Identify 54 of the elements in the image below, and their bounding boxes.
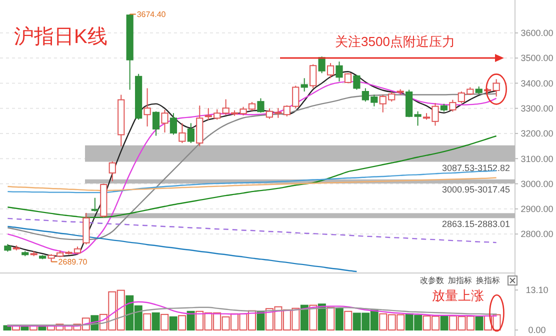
candlestick [318, 56, 326, 74]
y-tick-label: 2800.00 [520, 229, 554, 240]
candlestick [449, 99, 456, 112]
bar [256, 311, 265, 330]
bar [178, 315, 186, 330]
y-tick-label: 3400.00 [520, 78, 554, 88]
bar [475, 316, 484, 330]
y-tick-label: 13.10 [526, 285, 548, 296]
candlestick [144, 88, 151, 127]
bar [344, 310, 352, 330]
candlestick [310, 64, 317, 89]
annotation: 2689.70 [58, 258, 88, 267]
candlestick [161, 109, 168, 133]
candlestick [152, 110, 160, 136]
bar [186, 310, 195, 330]
y-tick-label: 3500.00 [520, 53, 554, 64]
text: 加指标 [448, 276, 472, 285]
candlestick [492, 78, 500, 98]
candlestick [257, 98, 264, 114]
candlestick [170, 112, 178, 136]
line-series [7, 226, 358, 272]
bar [326, 306, 335, 330]
band-label: 3000.95-3017.45 [442, 184, 510, 195]
candlestick [178, 122, 186, 144]
bar [160, 314, 169, 330]
candlestick [326, 62, 334, 79]
candlestick [353, 74, 360, 90]
y-tick-label: 3200.00 [520, 128, 554, 139]
candlestick [108, 160, 116, 182]
candlestick [187, 122, 194, 144]
text: 沪指日K线 [14, 25, 108, 48]
candlestick [300, 78, 308, 92]
annotation: 放量上涨 [432, 288, 484, 303]
band-label: 2863.15-2883.01 [442, 219, 510, 230]
y-tick-label: 2900.00 [520, 204, 554, 214]
bar [440, 316, 448, 330]
bar [143, 313, 152, 330]
bar [152, 312, 160, 330]
annotation: 3674.40 [136, 10, 166, 20]
y-tick-label: 3000.00 [520, 178, 554, 189]
text: 换指标 [476, 276, 500, 285]
band-label: 3087.53-3152.82 [442, 162, 510, 173]
y-tick-label: 3600.00 [520, 28, 554, 38]
bar [169, 316, 178, 330]
y-tick-label: 3300.00 [520, 103, 554, 114]
candlestick [91, 197, 98, 212]
y-tick-label: 3100.00 [520, 154, 554, 164]
bar [335, 308, 344, 330]
y-tick-label: 0.00 [528, 325, 546, 336]
text: 改参数 [420, 276, 444, 285]
ref-line-label: 关注3500点附近压力 [335, 34, 455, 50]
bar [300, 304, 308, 330]
bar [309, 304, 318, 330]
candlestick [336, 61, 343, 82]
